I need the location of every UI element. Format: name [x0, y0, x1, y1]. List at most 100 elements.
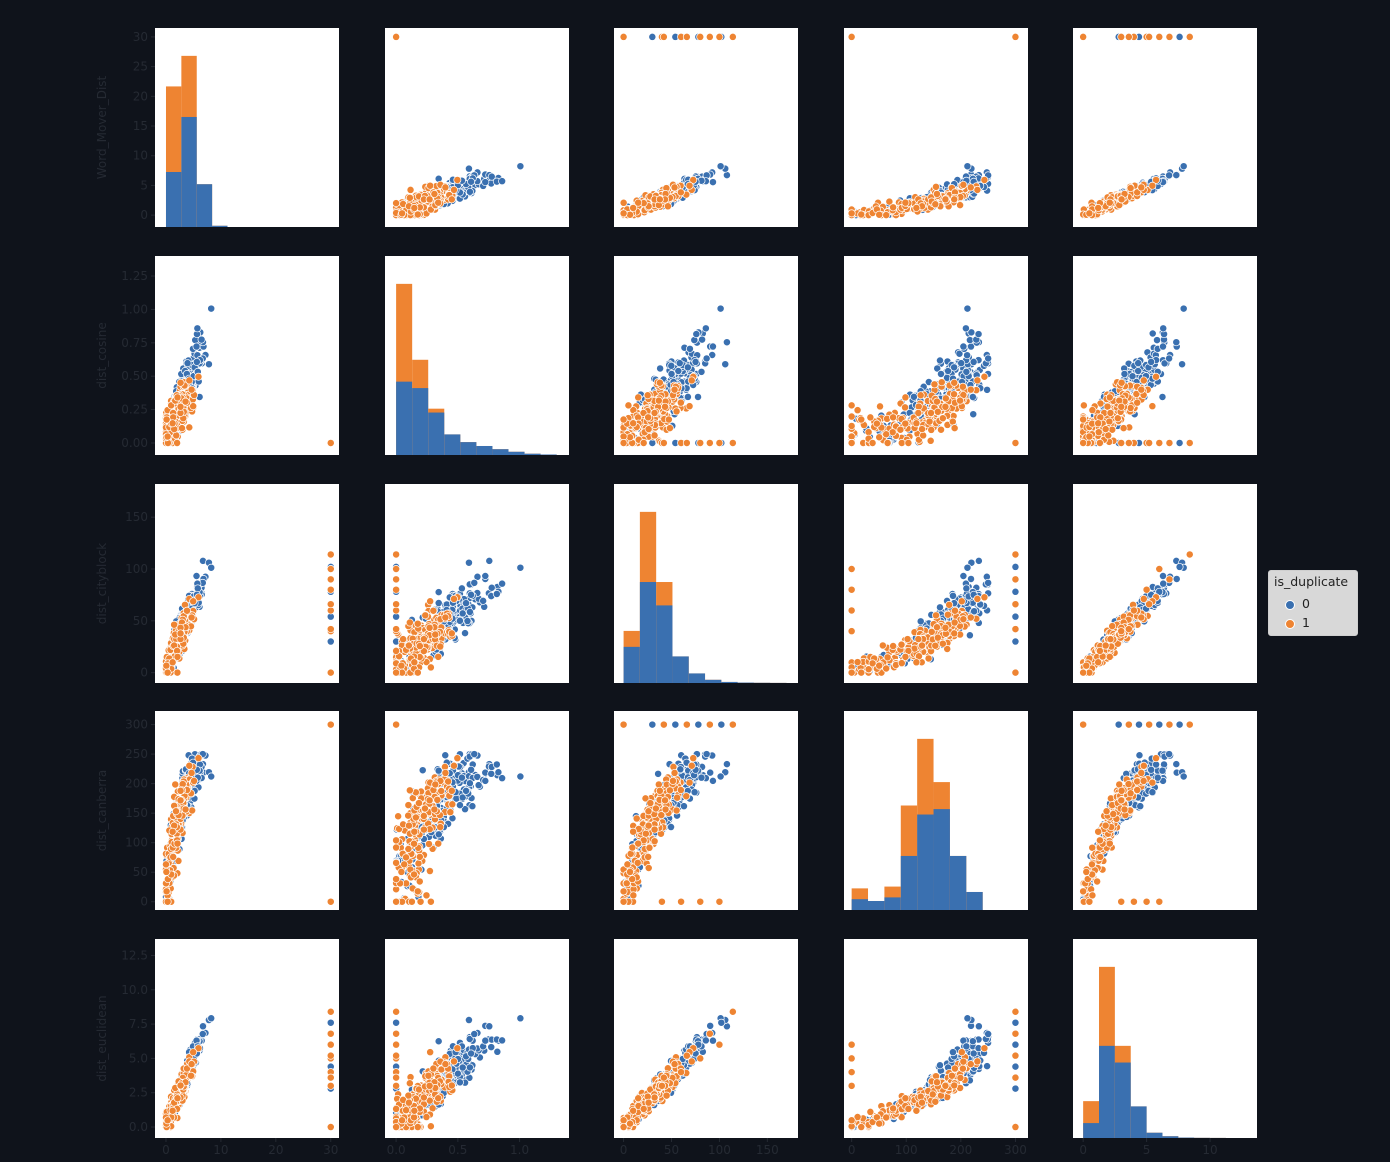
point-class1: [183, 606, 191, 615]
point-class1: [926, 436, 935, 445]
hist-bar-class0: [672, 656, 689, 683]
point-class1: [176, 402, 185, 411]
point-class1: [847, 412, 856, 421]
hist-bar-class0: [524, 453, 541, 455]
point-class1: [426, 663, 435, 672]
point-class1: [1105, 417, 1114, 426]
point-class1: [670, 183, 679, 192]
point-class0: [498, 579, 507, 588]
point-class1: [650, 431, 659, 440]
point-class1: [897, 439, 906, 447]
point-class0: [1165, 171, 1174, 180]
point-class1: [956, 396, 965, 405]
panel-dist_cosine-vs-dist_canberra: [844, 256, 1028, 455]
point-class1: [912, 419, 921, 428]
panel-dist_cosine-vs-Word_Mover_Dist: [155, 256, 339, 455]
point-class0: [207, 304, 216, 313]
point-class0: [959, 342, 968, 351]
point-class1: [682, 439, 691, 447]
point-class1: [326, 565, 335, 573]
point-class0: [969, 410, 978, 419]
hist-bar-class0: [196, 184, 213, 227]
point-class1: [973, 185, 982, 194]
point-class0: [1148, 329, 1157, 338]
point-class1: [1126, 404, 1135, 412]
point-class1: [399, 635, 408, 644]
panel-dist_cosine-vs-dist_cityblock: [614, 256, 798, 455]
point-class0: [455, 616, 464, 625]
point-class1: [434, 652, 443, 661]
point-class1: [619, 415, 628, 424]
panel-dist_cityblock-vs-Word_Mover_Dist: [155, 484, 339, 683]
point-class0: [487, 583, 496, 592]
point-class1: [644, 413, 653, 422]
point-class1: [419, 635, 428, 644]
point-class1: [1124, 439, 1133, 447]
point-class1: [914, 408, 923, 417]
point-class0: [648, 32, 657, 41]
point-class1: [933, 407, 942, 416]
point-class1: [1124, 32, 1133, 41]
hist-bar-class0: [396, 381, 413, 455]
point-class1: [889, 203, 898, 212]
panel-Word_Mover_Dist-vs-dist_cityblock: [614, 28, 798, 227]
point-class1: [1117, 439, 1126, 447]
point-class0: [1165, 354, 1174, 363]
point-class1: [937, 378, 946, 387]
point-class1: [889, 413, 898, 422]
point-class0: [465, 187, 474, 196]
point-class1: [1085, 209, 1094, 218]
hist-bar-class0: [639, 582, 657, 683]
point-class1: [163, 668, 172, 677]
point-class1: [1085, 432, 1094, 441]
point-class1: [405, 193, 414, 202]
point-class1: [659, 439, 668, 447]
hist-bar-class0: [428, 412, 445, 455]
point-class1: [876, 402, 884, 411]
point-class1: [392, 565, 401, 573]
point-class1: [176, 378, 185, 387]
point-class0: [962, 367, 971, 376]
point-class0: [961, 324, 970, 333]
point-class1: [956, 201, 965, 210]
point-class1: [413, 210, 422, 219]
point-class1: [194, 372, 203, 381]
point-class1: [933, 397, 941, 406]
point-class0: [487, 172, 496, 181]
hist-bar-class0: [540, 454, 557, 455]
point-class1: [326, 600, 335, 609]
point-class1: [436, 642, 445, 651]
point-class1: [941, 195, 950, 204]
point-class1: [619, 209, 628, 218]
point-class1: [901, 403, 910, 412]
point-class0: [983, 385, 992, 394]
point-class0: [467, 590, 476, 599]
point-class0: [516, 563, 525, 572]
point-class0: [936, 356, 944, 365]
point-class1: [1152, 372, 1160, 381]
point-class1: [685, 181, 694, 190]
point-class1: [1165, 32, 1174, 41]
point-class1: [450, 594, 458, 603]
point-class1: [405, 618, 414, 627]
point-class0: [434, 599, 443, 607]
point-class1: [1165, 439, 1174, 447]
point-class0: [498, 177, 507, 186]
point-class1: [431, 630, 440, 639]
point-class0: [716, 162, 725, 171]
point-class1: [392, 550, 401, 559]
hist-bar-class0: [460, 442, 477, 455]
point-class1: [1155, 439, 1164, 447]
point-class1: [1126, 184, 1135, 193]
point-class1: [901, 419, 910, 428]
point-class0: [1178, 360, 1187, 369]
hist-bar-class0: [412, 388, 429, 455]
point-class0: [193, 584, 202, 593]
point-class1: [1094, 419, 1103, 428]
point-class0: [974, 330, 983, 339]
point-class1: [392, 199, 401, 208]
point-class1: [659, 32, 668, 41]
point-class1: [661, 402, 669, 411]
point-class0: [485, 556, 494, 565]
